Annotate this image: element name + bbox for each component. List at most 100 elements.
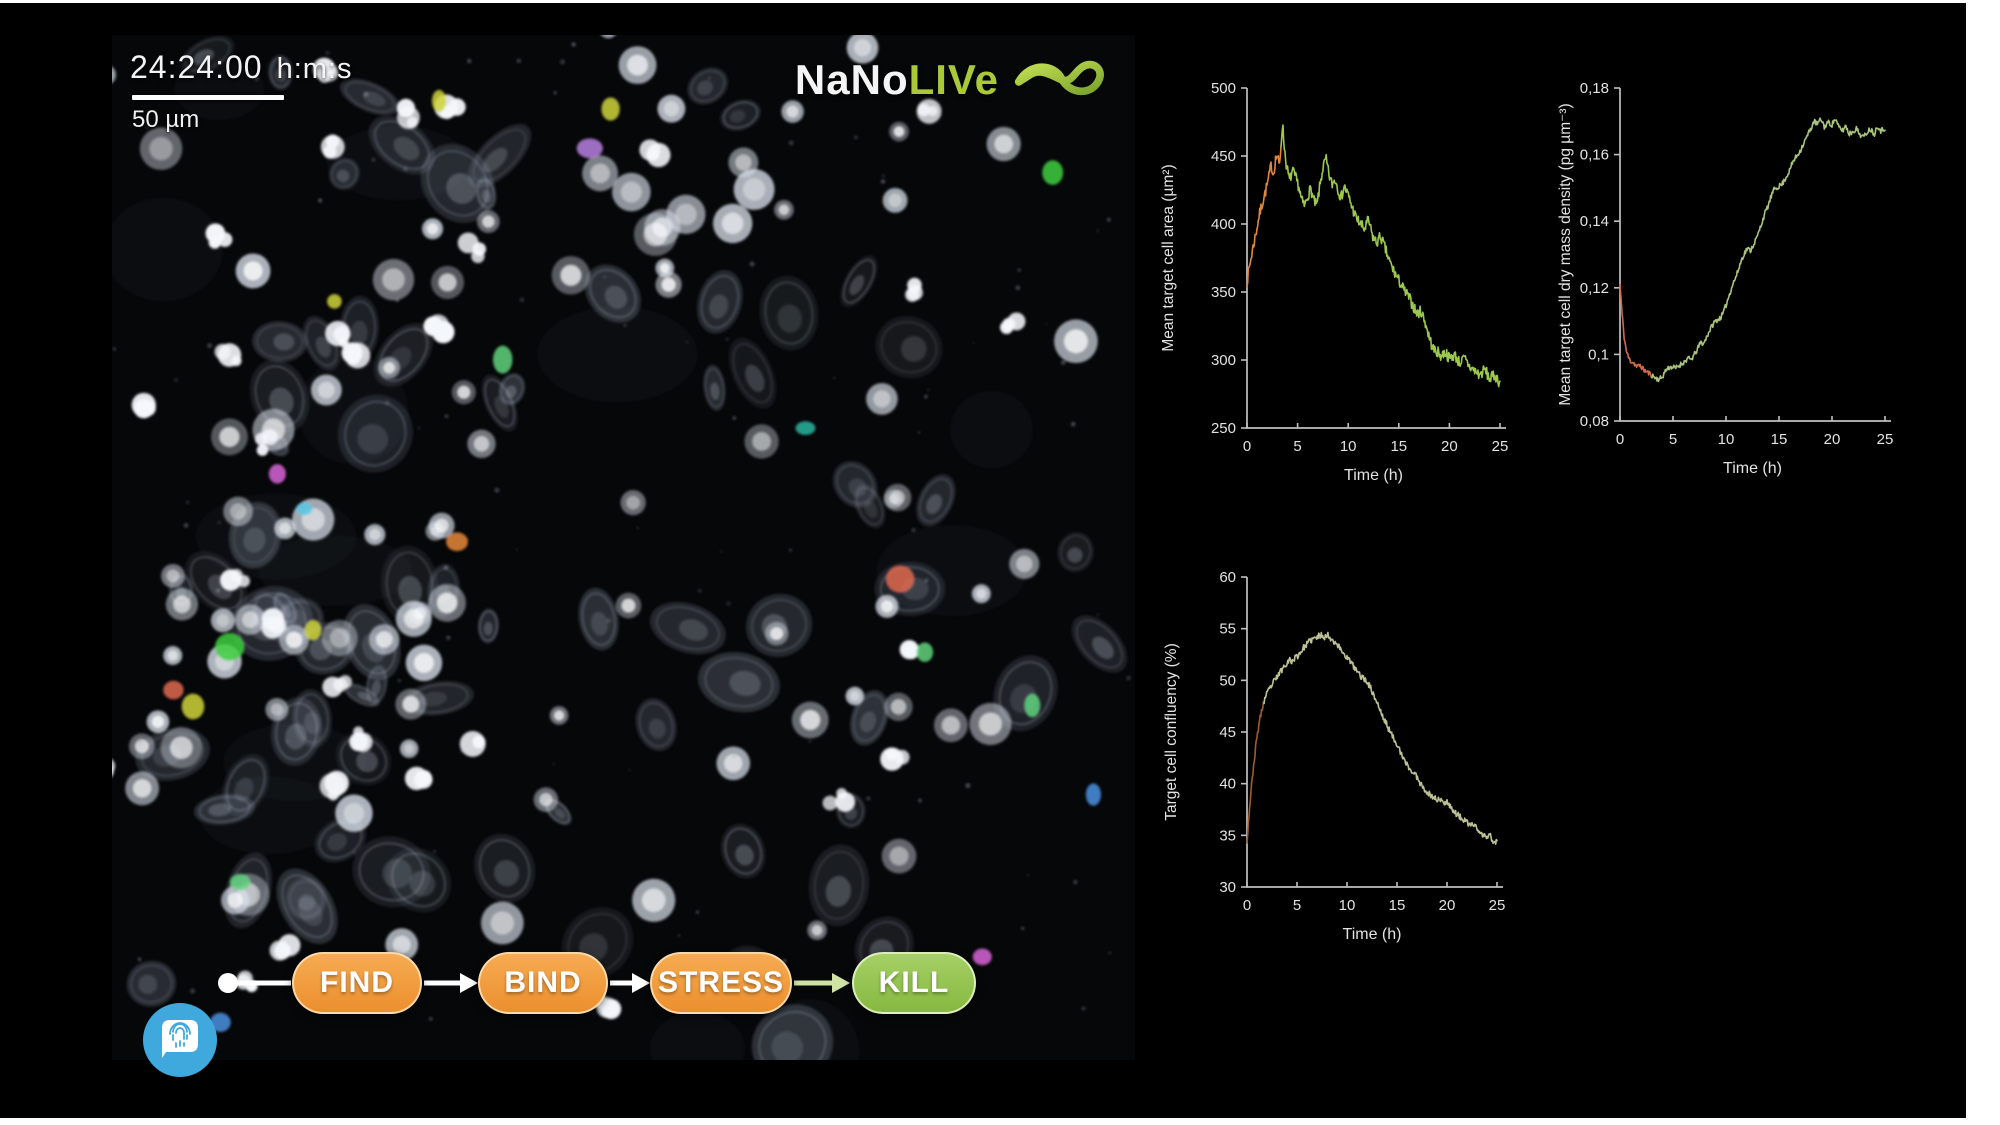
y-tick-label: 45 [1219,724,1236,741]
speck [1073,880,1078,885]
speck [636,527,639,529]
round-cell-core [383,361,396,374]
chat-widget-button[interactable] [140,1000,220,1080]
round-cell-core [167,650,178,661]
round-cell-core [270,703,284,716]
cell-rim [690,70,726,102]
x-tick-label: 0 [1616,431,1624,448]
debris-blob [448,98,466,116]
round-cell-core [553,710,565,721]
y-tick-label: 300 [1211,352,1236,369]
round-cell-core [786,105,799,118]
speck [137,738,142,744]
y-tick-label: 450 [1211,148,1236,165]
speck [403,166,408,171]
cell-rim [275,702,318,761]
speck [808,739,812,743]
labelled-cell [885,565,915,593]
speck [279,633,283,637]
x-tick-label: 10 [1718,431,1735,448]
debris-blob [426,314,450,337]
speck [216,588,221,593]
cell-nucleus [269,387,294,416]
letterbox-top [0,0,2000,3]
debris-blob [880,747,904,771]
workflow-step-find[interactable]: FIND [292,952,422,1014]
round-cell-core [641,888,666,913]
ghost-cell [850,690,889,746]
speck [686,341,688,344]
y-tick-label: 0,1 [1588,346,1609,363]
cell-nucleus [315,336,331,358]
debris-blob [917,103,931,117]
x-axis-title: Time (h) [1723,460,1782,477]
x-axis-title: Time (h) [1344,467,1403,484]
workflow-step-kill[interactable]: KILL [852,952,976,1014]
workflow-arrowhead [632,973,650,993]
cell-rim [843,259,875,304]
ghost-cell [578,587,619,651]
speck [397,679,401,683]
workflow-step-bind[interactable]: BIND [478,952,608,1014]
cell-nucleus [493,859,520,887]
speck [417,426,421,429]
ghost-cell [728,337,777,409]
speck [217,521,221,525]
axis-lines [1619,88,1891,422]
debris-blob [261,429,278,446]
cell-nucleus [745,364,765,392]
debris-blob [473,736,484,747]
round-cell-core [752,432,772,451]
y-tick-label: 40 [1219,776,1236,793]
cell-nucleus [926,494,942,515]
cell-field-group [112,35,1131,1060]
cell-nucleus [350,320,368,346]
letterbox-right [1966,0,2000,1125]
speck [1071,421,1076,427]
x-tick-label: 15 [1389,897,1406,914]
series-line [1246,701,1265,844]
debris-blob [312,57,336,81]
speck [460,750,464,753]
ghost-cell [1071,615,1128,673]
workflow-step-stress[interactable]: STRESS [650,952,792,1014]
cell-nucleus [275,68,286,82]
round-cell-core [241,611,259,629]
speck [395,298,400,303]
axis-lines [1246,88,1506,429]
debris-blob [836,787,847,799]
scale-bar-line [132,95,284,100]
labelled-cell [431,89,447,112]
round-cell-core [853,39,872,57]
cell-field-image [112,35,1135,1060]
debris-blob [268,616,287,635]
cell-nucleus [371,680,381,696]
ghost-cell [840,255,878,308]
cell-rim [855,486,884,526]
ghost-cell [759,275,819,351]
scale-bar-label: 50 µm [132,106,200,133]
speck [318,198,323,203]
cell-nucleus [648,718,666,739]
workflow-step-label: BIND [504,966,582,999]
labelled-cell [576,138,603,159]
labelled-cell [1085,783,1101,806]
cell-rim [378,328,429,382]
ghost-cell [477,608,500,644]
cell-nucleus [604,285,628,309]
labelled-cell [214,633,245,661]
cell-nucleus [849,275,865,296]
cell-nucleus [193,49,214,65]
round-cell-core [132,778,152,798]
cell-rim [484,378,516,428]
x-tick-label: 5 [1293,897,1301,914]
workflow-arrowhead [460,973,478,993]
cell-nucleus [393,136,420,161]
speck [207,343,213,349]
speck [1081,1006,1086,1011]
y-tick-label: 500 [1211,80,1236,97]
speck [559,59,566,65]
x-tick-label: 25 [1492,438,1509,455]
ghost-cell [126,960,177,1007]
speck [553,91,557,95]
